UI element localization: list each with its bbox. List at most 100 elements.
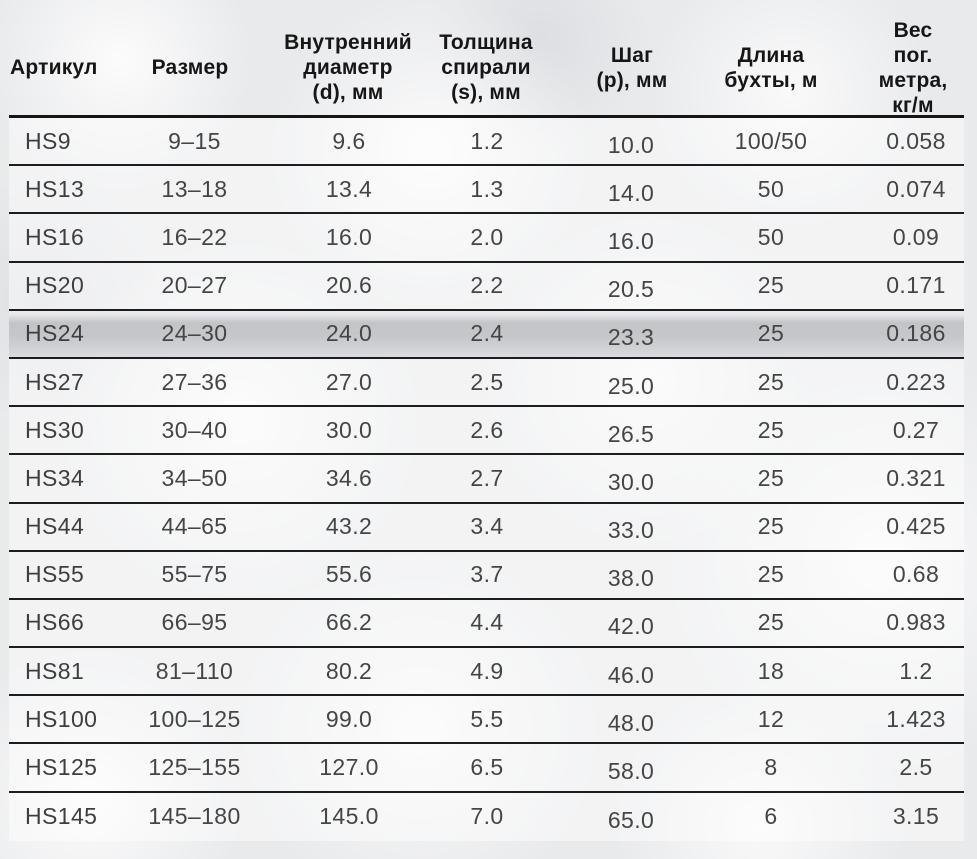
cell-size: 44–65: [161, 513, 228, 540]
column-header-size: Размер: [151, 56, 229, 79]
table-row: HS145 145–180 145.0 7.0 65.0 6 3.15: [9, 792, 964, 841]
cell-article: HS24: [25, 320, 85, 347]
cell-thickness: 3.4: [470, 513, 504, 540]
cell-size: 66–95: [161, 609, 228, 636]
cell-pitch: 30.0: [607, 468, 655, 495]
cell-diameter: 13.4: [325, 175, 373, 202]
cell-coil-length: 100/50: [734, 127, 808, 154]
cell-diameter: 24.0: [325, 320, 373, 347]
cell-coil-length: 25: [757, 609, 785, 636]
cell-weight: 0.321: [886, 464, 946, 491]
table-row: HS30 30–40 30.0 2.6 26.5 25 0.27: [9, 407, 964, 456]
cell-thickness: 1.2: [470, 127, 504, 154]
table-row: HS13 13–18 13.4 1.3 14.0 50 0.074: [9, 166, 964, 215]
table-row: HS44 44–65 43.2 3.4 33.0 25 0.425: [9, 503, 964, 552]
cell-article: HS9: [25, 127, 71, 154]
cell-pitch: 26.5: [607, 420, 655, 447]
table-row: HS55 55–75 55.6 3.7 38.0 25 0.68: [9, 551, 964, 600]
table-header: Артикул Размер Внутренний диаметр (d), м…: [0, 19, 977, 117]
cell-coil-length: 12: [757, 705, 785, 732]
cell-thickness: 2.5: [470, 368, 504, 395]
cell-coil-length: 25: [757, 464, 785, 491]
cell-coil-length: 6: [764, 803, 778, 830]
cell-size: 145–180: [148, 803, 241, 830]
cell-article: HS20: [25, 272, 85, 299]
cell-weight: 0.68: [892, 561, 940, 588]
cell-weight: 1.2: [899, 657, 933, 684]
cell-weight: 3.15: [892, 803, 940, 830]
cell-size: 100–125: [148, 705, 241, 732]
table-row: HS81 81–110 80.2 4.9 46.0 18 1.2: [9, 648, 964, 697]
table-row: HS100 100–125 99.0 5.5 48.0 12 1.423: [9, 696, 964, 745]
table-body: HS9 9–15 9.6 1.2 10.0 100/50 0.058 HS13 …: [9, 115, 964, 841]
column-header-diameter: Внутренний диаметр (d), мм: [284, 31, 412, 104]
cell-diameter: 127.0: [319, 754, 379, 781]
table-row: HS9 9–15 9.6 1.2 10.0 100/50 0.058: [9, 118, 964, 167]
cell-article: HS34: [25, 464, 85, 491]
cell-pitch: 58.0: [607, 758, 655, 785]
table-row: HS24 24–30 24.0 2.4 23.3 25 0.186: [9, 310, 964, 359]
cell-size: 13–18: [161, 175, 228, 202]
cell-article: HS145: [25, 803, 98, 830]
cell-thickness: 5.5: [470, 705, 504, 732]
cell-thickness: 3.7: [470, 561, 504, 588]
cell-coil-length: 25: [757, 561, 785, 588]
cell-coil-length: 25: [757, 513, 785, 540]
cell-thickness: 2.6: [470, 416, 504, 443]
cell-size: 34–50: [161, 464, 228, 491]
column-header-coil-length: Длина бухты, м: [724, 43, 818, 92]
cell-diameter: 34.6: [325, 464, 373, 491]
cell-thickness: 4.9: [470, 657, 504, 684]
cell-article: HS100: [25, 705, 98, 732]
column-header-pitch: Шаг (p), мм: [596, 43, 668, 92]
cell-diameter: 20.6: [325, 272, 373, 299]
cell-thickness: 1.3: [470, 175, 504, 202]
cell-thickness: 7.0: [470, 803, 504, 830]
cell-article: HS30: [25, 416, 85, 443]
cell-diameter: 16.0: [325, 223, 373, 250]
cell-diameter: 9.6: [332, 127, 366, 154]
cell-size: 20–27: [161, 272, 228, 299]
cell-weight: 0.09: [892, 223, 940, 250]
table-row: HS66 66–95 66.2 4.4 42.0 25 0.983: [9, 599, 964, 649]
cell-article: HS44: [25, 513, 85, 540]
cell-diameter: 55.6: [325, 561, 373, 588]
table-row: HS20 20–27 20.6 2.2 20.5 25 0.171: [9, 262, 964, 311]
cell-diameter: 27.0: [325, 368, 373, 395]
cell-pitch: 10.0: [607, 131, 655, 158]
cell-pitch: 65.0: [607, 807, 655, 834]
cell-pitch: 23.3: [607, 324, 655, 351]
column-header-article: Артикул: [10, 56, 98, 79]
cell-diameter: 66.2: [325, 609, 373, 636]
cell-size: 24–30: [161, 320, 228, 347]
cell-thickness: 4.4: [470, 609, 504, 636]
cell-weight: 0.058: [886, 127, 946, 154]
cell-weight: 2.5: [899, 754, 933, 781]
cell-weight: 0.186: [886, 320, 946, 347]
cell-pitch: 38.0: [607, 565, 655, 592]
cell-thickness: 2.7: [470, 464, 504, 491]
cell-pitch: 16.0: [607, 227, 655, 254]
table-row: HS34 34–50 34.6 2.7 30.0 25 0.321: [9, 455, 964, 504]
cell-pitch: 48.0: [607, 709, 655, 736]
cell-weight: 0.983: [886, 609, 946, 636]
cell-weight: 0.074: [886, 175, 946, 202]
cell-coil-length: 50: [757, 175, 785, 202]
cell-diameter: 43.2: [325, 513, 373, 540]
cell-pitch: 33.0: [607, 517, 655, 544]
cell-pitch: 42.0: [607, 613, 655, 640]
cell-weight: 0.171: [886, 272, 946, 299]
cell-article: HS13: [25, 175, 85, 202]
table-row: HS125 125–155 127.0 6.5 58.0 8 2.5: [9, 744, 964, 793]
cell-pitch: 46.0: [607, 661, 655, 688]
cell-size: 27–36: [161, 368, 228, 395]
cell-coil-length: 50: [757, 223, 785, 250]
cell-size: 9–15: [168, 127, 221, 154]
cell-article: HS55: [25, 561, 85, 588]
table-row: HS16 16–22 16.0 2.0 16.0 50 0.09: [9, 214, 964, 263]
cell-article: HS81: [25, 657, 85, 684]
cell-pitch: 20.5: [607, 276, 655, 303]
cell-thickness: 2.2: [470, 272, 504, 299]
cell-size: 81–110: [155, 657, 234, 684]
cell-size: 55–75: [161, 561, 228, 588]
